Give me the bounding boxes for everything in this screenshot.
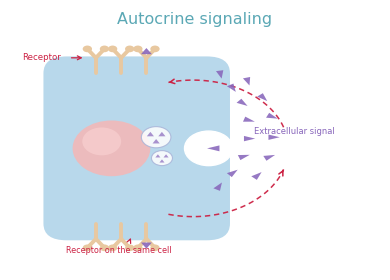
Polygon shape: [243, 77, 250, 85]
Circle shape: [82, 127, 121, 155]
Polygon shape: [266, 113, 278, 119]
Text: Receptor: Receptor: [22, 53, 61, 62]
Circle shape: [151, 151, 172, 166]
Circle shape: [83, 46, 92, 52]
Polygon shape: [216, 70, 223, 79]
Polygon shape: [244, 136, 255, 141]
Polygon shape: [263, 155, 275, 161]
Polygon shape: [257, 93, 267, 101]
Circle shape: [133, 46, 142, 52]
Polygon shape: [227, 170, 238, 177]
Polygon shape: [152, 139, 160, 143]
Polygon shape: [251, 172, 262, 180]
Polygon shape: [207, 145, 220, 151]
Text: Autocrine signaling: Autocrine signaling: [117, 12, 273, 27]
FancyBboxPatch shape: [43, 56, 230, 240]
Polygon shape: [141, 242, 152, 249]
Circle shape: [150, 244, 160, 251]
Polygon shape: [158, 132, 165, 136]
Circle shape: [184, 131, 233, 166]
Polygon shape: [243, 117, 255, 122]
Polygon shape: [160, 159, 165, 163]
Circle shape: [141, 127, 171, 148]
Polygon shape: [237, 99, 248, 106]
Polygon shape: [141, 48, 152, 54]
Circle shape: [73, 120, 150, 176]
Circle shape: [150, 46, 160, 52]
Polygon shape: [238, 155, 250, 160]
Text: Receptor on the same cell: Receptor on the same cell: [66, 246, 172, 255]
Circle shape: [133, 244, 142, 251]
Text: Extracellular signal: Extracellular signal: [254, 127, 335, 136]
Polygon shape: [163, 154, 168, 157]
Circle shape: [108, 244, 117, 251]
Polygon shape: [147, 132, 154, 136]
Circle shape: [83, 244, 92, 251]
Circle shape: [100, 46, 109, 52]
Polygon shape: [155, 154, 160, 157]
Circle shape: [125, 244, 135, 251]
Circle shape: [100, 244, 109, 251]
Circle shape: [108, 46, 117, 52]
Polygon shape: [227, 83, 236, 92]
Polygon shape: [268, 134, 280, 140]
Polygon shape: [213, 183, 222, 191]
Circle shape: [125, 46, 135, 52]
